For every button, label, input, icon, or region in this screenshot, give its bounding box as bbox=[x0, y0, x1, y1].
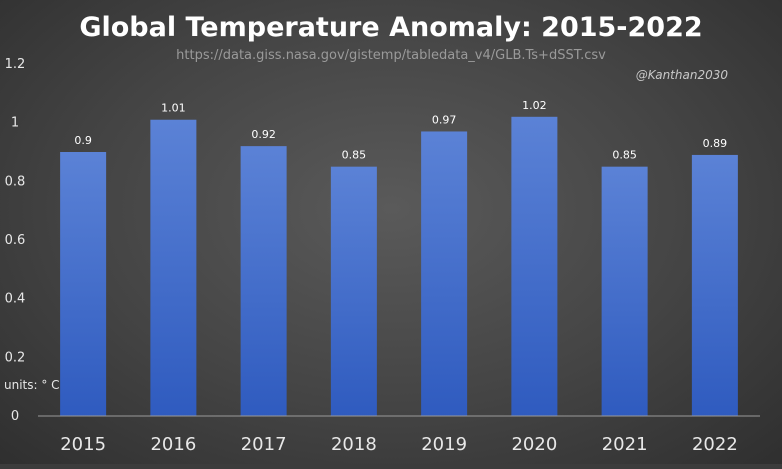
x-tick-label-2022: 2022 bbox=[692, 434, 738, 455]
x-tick-label-2015: 2015 bbox=[60, 434, 106, 455]
y-tick-label: 0 bbox=[11, 409, 19, 424]
x-tick-label-2019: 2019 bbox=[421, 434, 467, 455]
data-label-2020: 1.02 bbox=[522, 99, 547, 112]
bar-2019 bbox=[421, 131, 468, 416]
bar-2022 bbox=[691, 154, 738, 416]
bar-2021 bbox=[601, 166, 648, 416]
y-tick-label: 0.2 bbox=[5, 350, 26, 365]
bar-2017 bbox=[240, 146, 287, 416]
chart-subtitle: https://data.giss.nasa.gov/gistemp/table… bbox=[176, 48, 606, 63]
bar-2018 bbox=[330, 166, 377, 416]
data-label-2019: 0.97 bbox=[432, 113, 457, 126]
x-tick-label-2017: 2017 bbox=[241, 434, 287, 455]
y-tick-label: 1.2 bbox=[5, 57, 26, 72]
data-label-2022: 0.89 bbox=[703, 137, 728, 150]
bar-2015 bbox=[60, 152, 107, 416]
data-label-2018: 0.85 bbox=[342, 149, 367, 162]
bar-2016 bbox=[150, 119, 197, 416]
data-label-2017: 0.92 bbox=[251, 128, 276, 141]
units-label: units: ° C bbox=[4, 378, 60, 392]
bars-group bbox=[60, 116, 738, 417]
data-label-2015: 0.9 bbox=[74, 134, 92, 147]
x-tick-label-2021: 2021 bbox=[602, 434, 648, 455]
y-tick-label: 0.8 bbox=[5, 174, 26, 189]
x-tick-label-2016: 2016 bbox=[150, 434, 196, 455]
data-label-2016: 1.01 bbox=[161, 102, 186, 115]
x-axis-ticks: 2015 2016 2017 2018 2019 2020 2021 2022 bbox=[60, 434, 738, 455]
y-tick-label: 1 bbox=[11, 116, 19, 131]
x-tick-label-2020: 2020 bbox=[511, 434, 557, 455]
y-tick-label: 0.6 bbox=[5, 233, 26, 248]
data-label-2021: 0.85 bbox=[612, 149, 637, 162]
data-labels-group: 0.9 1.01 0.92 0.85 0.97 1.02 0.85 0.89 bbox=[74, 99, 727, 162]
y-axis-ticks: 0 0.2 0.4 0.6 0.8 1 1.2 bbox=[5, 57, 26, 424]
credit-label: @Kanthan2030 bbox=[636, 68, 729, 82]
x-tick-label-2018: 2018 bbox=[331, 434, 377, 455]
bar-2020 bbox=[511, 116, 558, 417]
y-tick-label: 0.4 bbox=[5, 292, 26, 307]
chart-title: Global Temperature Anomaly: 2015-2022 bbox=[79, 12, 702, 43]
